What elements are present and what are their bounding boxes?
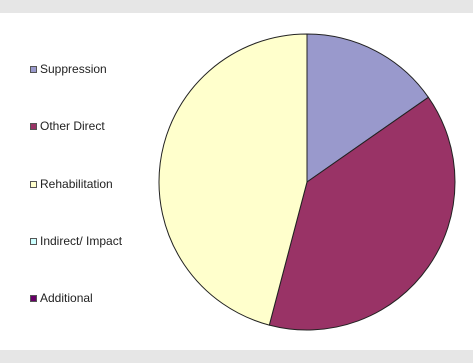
legend-label-indirect-impact: Indirect/ Impact: [40, 234, 123, 248]
legend-label-suppression: Suppression: [40, 62, 107, 76]
legend-label-rehabilitation: Rehabilitation: [40, 177, 113, 191]
legend-item-other-direct: Other Direct: [30, 119, 105, 133]
chart-panel: Suppression Other Direct Rehabilitation …: [0, 13, 473, 350]
legend-item-suppression: Suppression: [30, 62, 107, 76]
pie-slice-rehabilitation: [158, 33, 308, 326]
legend-swatch-additional: [30, 294, 37, 302]
pie-slice-suppression: [306, 33, 430, 183]
legend-label-other-direct: Other Direct: [40, 119, 105, 133]
legend-swatch-rehabilitation: [30, 180, 37, 188]
legend-item-indirect-impact: Indirect/ Impact: [30, 234, 122, 248]
legend-item-rehabilitation: Rehabilitation: [30, 177, 113, 191]
legend-swatch-other-direct: [30, 122, 37, 130]
legend-swatch-suppression: [30, 65, 37, 73]
legend-swatch-indirect-impact: [30, 237, 37, 245]
chart-legend: Suppression Other Direct Rehabilitation …: [30, 13, 180, 350]
legend-label-additional: Additional: [40, 291, 93, 305]
pie-slice-other-direct: [268, 96, 456, 331]
pie-chart: [158, 33, 456, 331]
legend-item-additional: Additional: [30, 291, 93, 305]
